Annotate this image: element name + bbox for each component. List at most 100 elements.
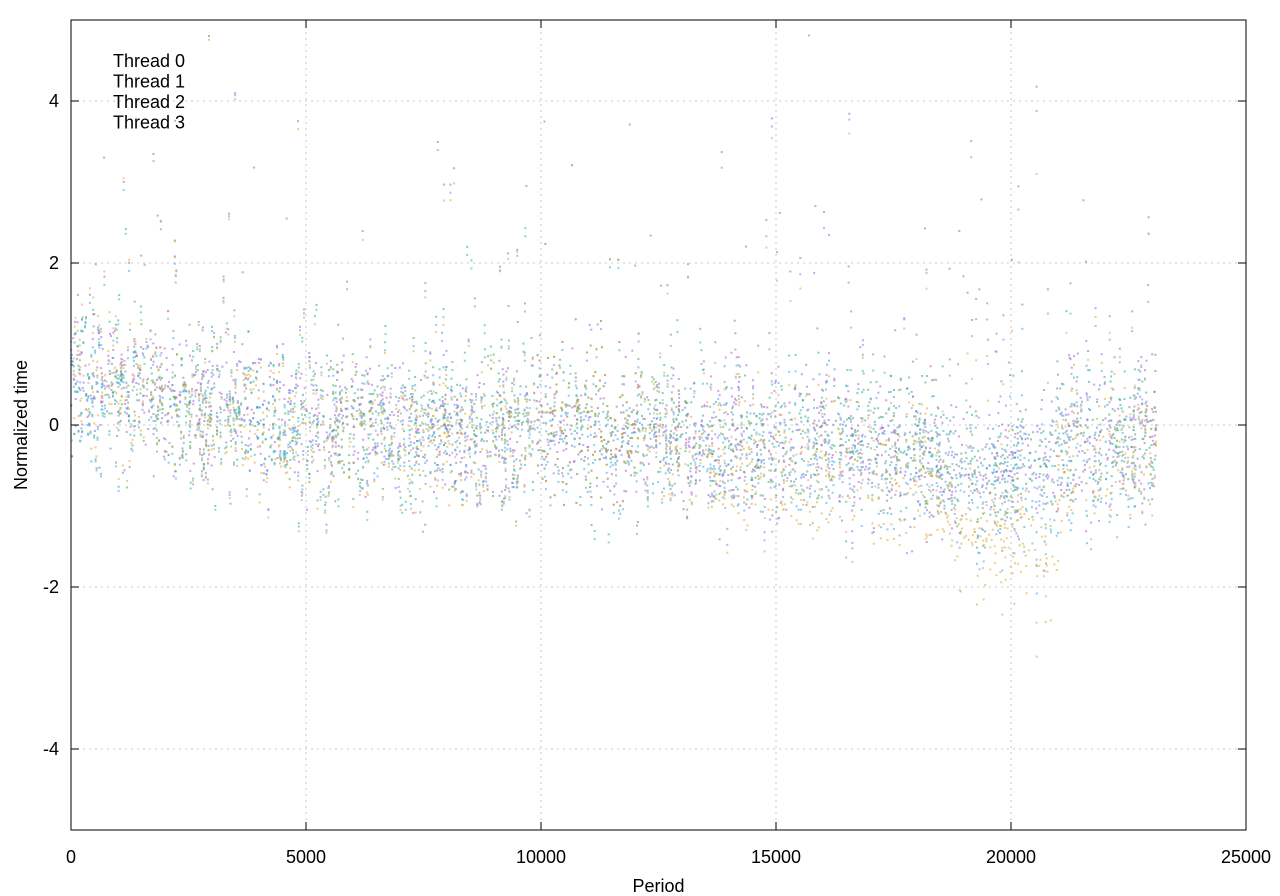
- data-point: [197, 321, 200, 324]
- data-point: [656, 386, 659, 388]
- data-point: [730, 495, 733, 498]
- data-point: [649, 234, 652, 237]
- data-point: [507, 339, 510, 342]
- data-point: [880, 477, 883, 480]
- data-point: [820, 402, 823, 405]
- data-point: [241, 271, 244, 274]
- data-point: [100, 378, 103, 381]
- data-point: [200, 409, 203, 412]
- data-point: [930, 514, 933, 516]
- data-point: [984, 473, 987, 476]
- data-point: [898, 425, 901, 428]
- data-point: [301, 484, 304, 487]
- data-point: [459, 384, 462, 387]
- data-point: [812, 426, 815, 429]
- data-point: [930, 436, 933, 439]
- data-point: [1110, 437, 1113, 440]
- data-point: [391, 411, 394, 413]
- data-point: [76, 345, 79, 348]
- data-point: [709, 495, 712, 498]
- data-point: [315, 303, 318, 306]
- data-point: [159, 354, 162, 357]
- data-point: [1134, 465, 1137, 468]
- data-point: [1006, 444, 1009, 447]
- data-point: [497, 391, 499, 394]
- data-point: [883, 355, 886, 358]
- data-point: [210, 405, 212, 408]
- data-point: [671, 492, 674, 495]
- data-point: [128, 466, 131, 469]
- data-point: [384, 341, 386, 344]
- data-point: [1013, 485, 1016, 488]
- data-point: [265, 408, 268, 410]
- data-point: [646, 476, 649, 479]
- data-point: [988, 479, 991, 482]
- data-point: [807, 448, 810, 451]
- data-point: [513, 469, 516, 472]
- data-point: [925, 268, 928, 271]
- data-point: [614, 468, 617, 471]
- data-point: [515, 480, 518, 483]
- data-point: [1104, 440, 1107, 443]
- data-point: [501, 449, 504, 452]
- data-point: [432, 399, 435, 402]
- data-point: [744, 475, 747, 478]
- data-point: [289, 389, 292, 392]
- data-point: [770, 372, 773, 375]
- data-point: [336, 363, 339, 366]
- data-point: [1065, 441, 1068, 444]
- data-point: [1149, 419, 1151, 422]
- data-point: [602, 402, 605, 405]
- data-point: [435, 315, 438, 318]
- data-point: [545, 422, 548, 425]
- data-point: [980, 461, 983, 464]
- data-point: [944, 452, 947, 455]
- data-point: [627, 463, 630, 466]
- data-point: [809, 492, 812, 495]
- data-point: [454, 441, 457, 444]
- data-point: [929, 439, 932, 442]
- data-point: [519, 459, 522, 462]
- data-point: [155, 355, 158, 358]
- data-point: [473, 297, 476, 300]
- data-point: [935, 458, 938, 461]
- data-point: [400, 387, 403, 390]
- data-point: [1132, 416, 1135, 419]
- data-point: [238, 418, 241, 421]
- data-point: [1131, 477, 1134, 480]
- data-point: [270, 436, 273, 439]
- data-point: [502, 373, 505, 376]
- data-point: [674, 438, 677, 441]
- data-point: [461, 457, 463, 459]
- data-point: [240, 435, 243, 438]
- data-point: [903, 474, 906, 477]
- data-point: [90, 397, 93, 400]
- data-point: [283, 398, 286, 400]
- data-point: [324, 509, 327, 512]
- data-point: [565, 491, 568, 493]
- data-point: [920, 462, 923, 465]
- data-point: [174, 281, 177, 284]
- data-point: [894, 429, 897, 432]
- data-point: [860, 508, 863, 511]
- data-point: [770, 463, 773, 466]
- data-point: [475, 395, 477, 398]
- data-point: [557, 472, 560, 475]
- data-point: [895, 450, 897, 453]
- data-point: [276, 344, 278, 347]
- data-point: [659, 442, 662, 445]
- data-point: [1140, 366, 1143, 369]
- data-point: [107, 359, 110, 362]
- data-point: [902, 451, 905, 454]
- data-point: [1113, 437, 1116, 439]
- data-point: [650, 420, 653, 423]
- data-point: [799, 257, 802, 259]
- data-point: [201, 329, 204, 332]
- data-point: [1135, 396, 1138, 399]
- data-point: [201, 454, 203, 457]
- data-point: [198, 350, 201, 353]
- data-point: [1116, 421, 1119, 424]
- data-point: [1017, 441, 1020, 444]
- data-point: [754, 465, 756, 468]
- data-point: [1040, 440, 1043, 443]
